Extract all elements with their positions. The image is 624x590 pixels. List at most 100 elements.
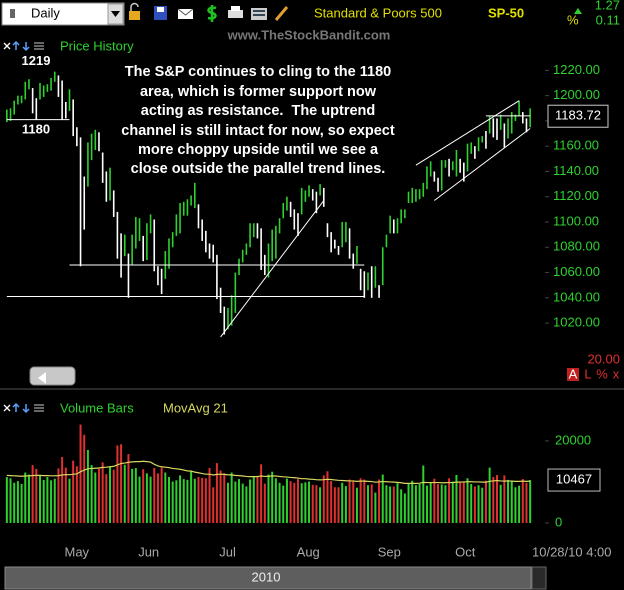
y-tick-label: 1080.00: [553, 239, 600, 254]
volume-bar: [263, 483, 266, 523]
scroll-button[interactable]: [29, 366, 76, 386]
volume-bar: [90, 465, 93, 523]
volume-bar: [525, 482, 528, 523]
up-icon[interactable]: [12, 402, 20, 412]
volume-bar: [518, 485, 521, 523]
dropdown-arrow: [111, 11, 120, 17]
menu-icon[interactable]: [34, 404, 44, 412]
close-icon[interactable]: [3, 42, 11, 50]
volume-bar: [462, 481, 465, 523]
volume-bar: [256, 475, 259, 523]
volume-bar: [79, 424, 82, 523]
volume-bar: [13, 482, 16, 523]
panel-button[interactable]: x: [613, 366, 620, 381]
panel-button[interactable]: %: [596, 366, 608, 381]
volume-bar: [201, 477, 204, 523]
volume-bar: [64, 467, 67, 523]
volume-bar: [83, 434, 86, 523]
last-value: 1183.72: [555, 108, 601, 123]
volume-bar: [403, 493, 406, 523]
volume-bar: [459, 482, 462, 523]
volume-bar: [24, 472, 27, 523]
instrument-name: Standard & Poors 500: [314, 5, 442, 20]
up-icon[interactable]: [12, 40, 20, 50]
volume-bar: [289, 481, 292, 523]
volume-bar: [131, 468, 134, 523]
volume-bar: [39, 474, 42, 523]
x-tick-label: May: [64, 544, 89, 559]
volume-bar: [367, 485, 370, 523]
volume-bar: [171, 481, 174, 523]
y-tick-label: 1040.00: [553, 289, 600, 304]
volume-bar: [278, 482, 281, 523]
x-tick-label: Oct: [455, 544, 476, 559]
volume-bar: [145, 473, 148, 523]
volume-bar: [27, 474, 30, 523]
year-label: 2010: [252, 569, 281, 584]
dropdown-icon: [10, 9, 15, 18]
last-value-box: [547, 104, 609, 128]
volume-bar: [234, 481, 237, 523]
scroll-icon: [38, 372, 46, 384]
volume-bar: [470, 484, 473, 523]
volume-plot: 0 20000 10467 May Jun Jul Aug Sep Oct: [5, 424, 601, 559]
y-tick-label: 0: [555, 514, 562, 529]
y-tick-label: 1120.00: [553, 188, 599, 203]
volume-bar: [204, 478, 207, 523]
mail-icon[interactable]: [177, 8, 194, 19]
y-tick-label: 1160.00: [553, 138, 599, 153]
volume-bar: [326, 471, 329, 523]
panel-button[interactable]: A: [569, 366, 578, 381]
auto-button[interactable]: [567, 368, 579, 381]
panel-button[interactable]: L: [584, 366, 591, 381]
volume-bar: [293, 482, 296, 523]
dollar-icon[interactable]: [207, 5, 217, 22]
volume-bar: [116, 445, 119, 523]
volume-bar: [223, 473, 226, 523]
menu-icon[interactable]: [34, 42, 44, 50]
volume-bar: [407, 484, 410, 523]
volume-bar: [50, 480, 53, 523]
volume-bar: [190, 470, 193, 523]
volume-bar: [164, 472, 167, 523]
x-tick-label: Sep: [378, 544, 401, 559]
volume-bar: [9, 478, 12, 523]
time-scrollbar[interactable]: [4, 566, 532, 590]
lock-icon[interactable]: [129, 2, 140, 21]
trend-line: [220, 200, 325, 338]
volume-bar: [315, 485, 318, 523]
scrollbar-end[interactable]: [531, 566, 547, 590]
down-icon[interactable]: [22, 404, 30, 414]
annotation: The S&P continues to cling to the 1180 a…: [121, 64, 395, 177]
volume-bar: [311, 484, 314, 523]
save-icon[interactable]: [154, 6, 167, 20]
volume-bar: [319, 487, 322, 523]
volume-bar: [226, 482, 229, 523]
volume-bar: [112, 469, 115, 523]
volume-bar: [495, 474, 498, 523]
annotation-line: more choppy upside until we see a: [138, 142, 379, 158]
panel-title: Price History: [60, 38, 134, 53]
period-dropdown[interactable]: [1, 2, 125, 26]
legend-entry: Volume Bars: [60, 400, 134, 415]
volume-bar: [46, 477, 49, 523]
y-tick-label: 1100.00: [553, 213, 599, 228]
close-icon[interactable]: [3, 404, 11, 412]
volume-bar: [514, 487, 517, 523]
volume-bar: [392, 486, 395, 523]
print-icon[interactable]: [228, 6, 243, 18]
list-icon[interactable]: [251, 8, 267, 20]
volume-bar: [72, 460, 75, 523]
percent-sign: %: [567, 12, 579, 27]
down-icon[interactable]: [22, 42, 30, 52]
volume-bar: [267, 474, 270, 523]
y-tick-label: 1020.00: [553, 315, 600, 330]
timestamp: 10/28/10 4:00: [532, 544, 612, 559]
volume-bar: [437, 484, 440, 523]
y-tick-label: 1200.00: [553, 87, 600, 102]
volume-bar: [455, 474, 458, 523]
volume-bar: [75, 466, 78, 523]
pencil-icon[interactable]: [274, 6, 289, 21]
